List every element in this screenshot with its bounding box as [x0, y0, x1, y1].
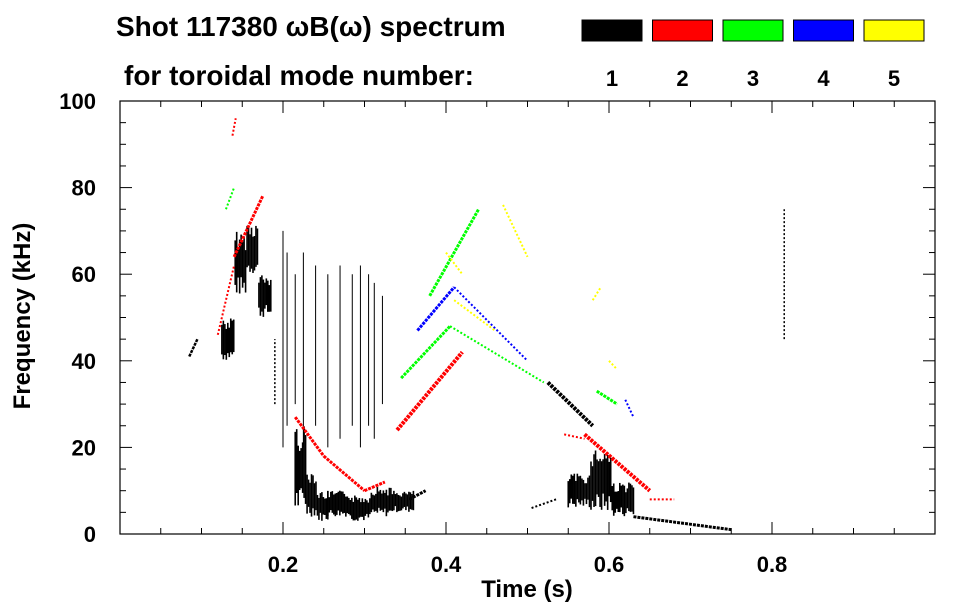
mode-1-trace [531, 498, 557, 509]
mode-4-trace [416, 286, 456, 332]
x-tick-label: 0.8 [757, 552, 788, 577]
mode-4-trace [453, 286, 529, 362]
mode-1-trace [408, 489, 427, 501]
mode-1-trace [546, 381, 595, 428]
mode-5-trace [453, 299, 496, 332]
legend-swatch-5 [863, 19, 925, 42]
x-tick-label: 0.4 [431, 552, 462, 577]
mode-2-trace [232, 195, 264, 258]
mode-3-trace [428, 208, 480, 297]
chart-title-line1: Shot 117380 ωB(ω) spectrum [116, 11, 506, 42]
legend: 1 2 3 4 5 [581, 19, 925, 91]
legend-swatch-4 [793, 19, 854, 42]
legend-swatch-2 [652, 19, 713, 42]
mode-3-trace [449, 325, 545, 384]
y-tick-label: 100 [59, 89, 96, 114]
mode-2-trace [563, 433, 585, 440]
y-axis-label: Frequency (kHz) [9, 223, 36, 410]
y-tick-label: 40 [72, 349, 96, 374]
mode-2-trace [583, 432, 652, 493]
x-axis-label: Time (s) [481, 576, 573, 603]
mode-3-trace [225, 187, 236, 210]
mode-2-trace [231, 118, 237, 136]
mode-2-trace [322, 454, 366, 492]
axis-ticks: 0.2 0.4 0.6 0.8 0 20 40 60 80 100 [59, 89, 935, 577]
mode-5-trace [608, 360, 618, 371]
mode-3-trace [595, 389, 618, 406]
mode-1-trace [633, 515, 732, 532]
y-tick-label: 0 [84, 522, 96, 547]
y-tick-label: 60 [72, 262, 96, 287]
mode-4-trace [624, 399, 635, 418]
mode-5-trace [502, 204, 529, 258]
legend-swatch-1 [581, 19, 643, 42]
mode-3-trace [400, 325, 452, 380]
y-tick-label: 20 [72, 435, 96, 460]
plot-frame [119, 100, 936, 535]
mode-5-trace [445, 251, 464, 275]
plot-marks [188, 118, 785, 532]
y-tick-label: 80 [72, 176, 96, 201]
legend-label-5: 5 [888, 66, 900, 91]
legend-label-4: 4 [817, 66, 830, 91]
mode-2-trace [395, 350, 464, 432]
mode-5-trace [591, 286, 602, 301]
mode-2-trace [294, 416, 325, 457]
legend-swatch-3 [722, 19, 784, 42]
x-tick-label: 0.6 [594, 552, 625, 577]
mode-2-trace [363, 480, 386, 493]
x-tick-label: 0.2 [268, 552, 299, 577]
mode-1-trace [188, 338, 199, 358]
chart-title-line2: for toroidal mode number: [124, 60, 474, 91]
legend-label-2: 2 [676, 66, 688, 91]
legend-label-1: 1 [606, 66, 618, 91]
legend-label-3: 3 [747, 66, 759, 91]
